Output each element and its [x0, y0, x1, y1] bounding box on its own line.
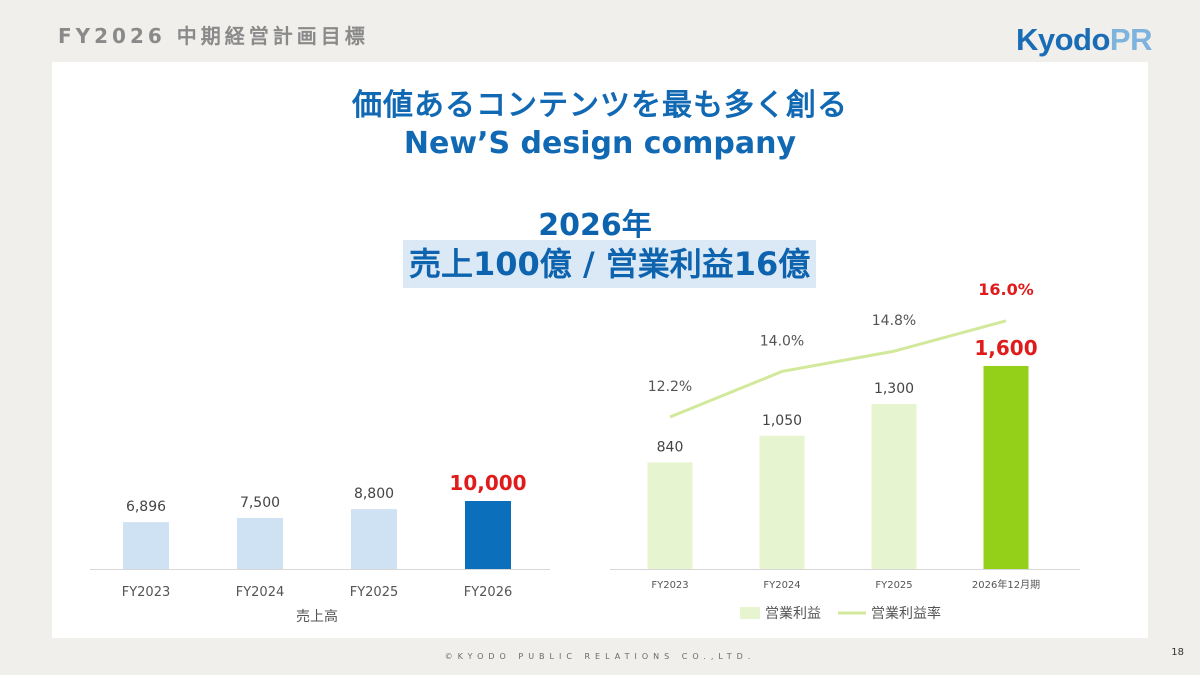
logo-text-kyodo: Kyodo	[1015, 22, 1110, 57]
goal-headline: 売上100億 / 営業利益16億	[403, 240, 817, 288]
goal-year: 2026年	[538, 208, 652, 243]
logo-text-pr: PR	[1109, 22, 1153, 57]
margin-data-label: 14.0%	[760, 333, 804, 349]
slogan-japanese: 価値あるコンテンツを最も多く創る	[352, 88, 848, 123]
page-number: 18	[1171, 647, 1184, 658]
sales-bar-fy2025	[351, 509, 397, 569]
sales-bar-fy2024	[237, 518, 283, 569]
legend-line-label: 営業利益率	[871, 605, 941, 622]
operating-profit-chart: 840 FY2023 1,050 FY2024 1,300 FY2025 1,600 2026…	[610, 280, 1080, 622]
margin-line	[669, 319, 1007, 419]
profit-data-label: 1,600	[974, 336, 1037, 360]
profit-data-label: 1,300	[874, 381, 914, 397]
copyright-footer: ©KYODO PUBLIC RELATIONS CO.,LTD.	[444, 652, 756, 661]
page-title: FY2026 中期経営計画目標	[58, 24, 369, 48]
sales-x-tick-label: FY2023	[122, 585, 171, 600]
legend-bar-label: 営業利益	[765, 606, 821, 622]
slogan-english: New’S design company	[403, 126, 797, 161]
sales-data-label: 6,896	[126, 499, 166, 515]
sales-data-label: 10,000	[449, 471, 526, 495]
sales-data-label: 7,500	[240, 495, 280, 511]
profit-x-tick-label: FY2023	[651, 580, 688, 591]
margin-data-label: 12.2%	[648, 379, 692, 395]
sales-axis-label: 売上高	[296, 608, 338, 625]
sales-x-tick-label: FY2026	[464, 585, 513, 600]
profit-data-label: 1,050	[762, 413, 802, 429]
sales-bar-fy2026	[465, 501, 511, 569]
profit-x-tick-label: FY2025	[875, 580, 912, 591]
margin-data-label: 16.0%	[978, 280, 1034, 299]
sales-bar-fy2023	[123, 522, 169, 569]
legend-bar-swatch	[740, 607, 760, 619]
sales-x-tick-label: FY2024	[236, 585, 285, 600]
margin-data-label: 14.8%	[872, 313, 916, 329]
profit-bar-0	[647, 462, 693, 569]
profit-data-label: 840	[657, 439, 684, 455]
profit-bar-2	[871, 404, 917, 569]
company-logo: KyodoPR	[1015, 22, 1153, 58]
sales-data-label: 8,800	[354, 486, 394, 502]
profit-x-tick-label: FY2024	[763, 580, 800, 591]
sales-chart: 6,896 FY2023 7,500 FY2024 8,800 FY2025 10,000 F…	[90, 471, 550, 625]
profit-x-tick-label: 2026年12月期	[972, 578, 1040, 591]
content-panel	[52, 62, 1148, 638]
profit-bar-3	[983, 365, 1029, 569]
sales-x-tick-label: FY2025	[350, 585, 399, 600]
profit-bar-1	[759, 435, 805, 569]
